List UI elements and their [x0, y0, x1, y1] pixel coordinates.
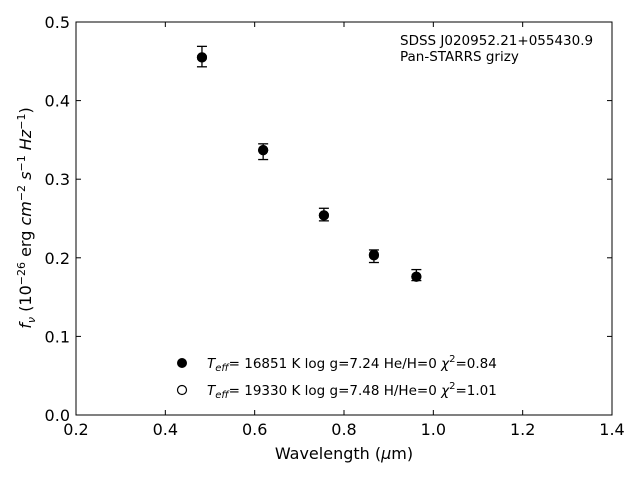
legend-entry-1: Teff= 16851 K log g=7.24 He/H=0 χ2=0.84 [207, 354, 497, 374]
x-tick-labels: 0.2 0.4 0.6 0.8 1.0 1.2 1.4 [63, 420, 624, 439]
x-tick-label: 0.2 [63, 420, 88, 439]
x-tick-label: 0.4 [153, 420, 178, 439]
x-tick-label: 1.2 [510, 420, 535, 439]
x-tick-label: 1.4 [599, 420, 624, 439]
x-tick-label: 0.6 [242, 420, 267, 439]
model-point-open [196, 52, 208, 63]
y-tick-label: 0.1 [45, 327, 70, 346]
y-tick-label: 0.0 [45, 406, 70, 425]
y-tick-label: 0.4 [45, 92, 70, 111]
axis-ticks [75, 21, 613, 416]
x-tick-label: 0.8 [331, 420, 356, 439]
y-tick-label: 0.2 [45, 249, 70, 268]
model-point-open [411, 271, 422, 282]
legend-marker-filled [177, 358, 187, 368]
object-name: SDSS J020952.21+055430.9 [400, 33, 593, 49]
model-point-open [318, 210, 329, 221]
model-point-open [258, 145, 269, 156]
legend-entry-2: Teff= 19330 K log g=7.48 H/He=0 χ2=1.01 [207, 381, 497, 401]
y-tick-labels: 0.0 0.1 0.2 0.3 0.4 0.5 [45, 13, 70, 425]
x-tick-label: 1.0 [421, 420, 446, 439]
y-tick-label: 0.3 [45, 170, 70, 189]
legend: Teff= 16851 K log g=7.24 He/H=0 χ2=0.84 … [176, 354, 497, 401]
y-axis-label: fν (10−26 erg cm−2 s−1 Hz−1) [15, 107, 38, 328]
data-marks [196, 45, 422, 282]
legend-marker-open [176, 384, 188, 396]
model-point-open [368, 250, 380, 261]
survey-name: Pan-STARRS grizy [400, 49, 519, 65]
x-axis-label: Wavelength (μm) [275, 444, 413, 463]
y-tick-label: 0.5 [45, 13, 70, 32]
